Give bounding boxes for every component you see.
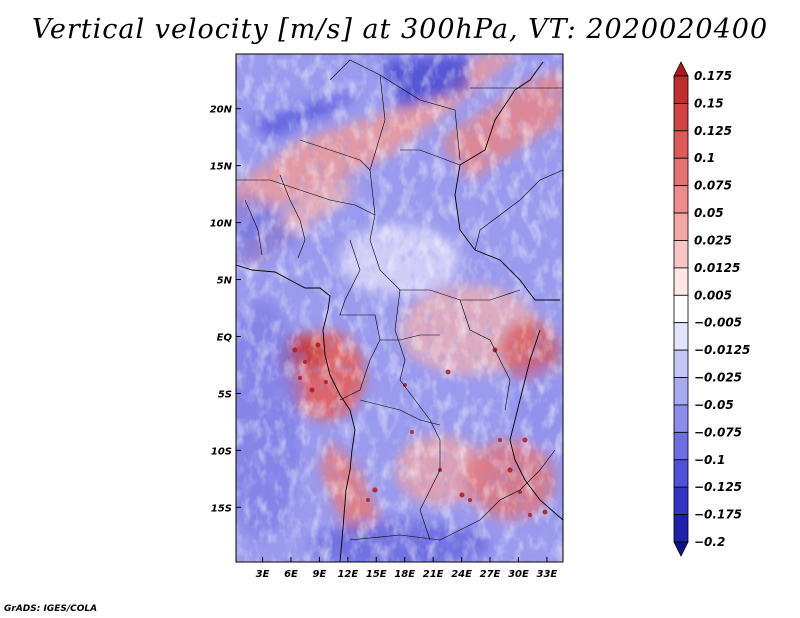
country-borders: [236, 59, 563, 541]
colorbar-label: 0.075: [694, 179, 732, 193]
colorbar-swatch: [673, 459, 689, 488]
x-tick-label: 30E: [508, 569, 529, 580]
colorbar-label: −0.075: [694, 425, 742, 439]
colorbar-label: 0.15: [694, 96, 724, 110]
x-tick-label: 24E: [451, 569, 472, 580]
colorbar-label: −0.175: [694, 508, 742, 522]
y-axis: 20N 15N 10N 5N EQ 5S 10S 15S: [210, 105, 241, 514]
colorbar-label: −0.025: [694, 371, 742, 385]
colorbar-swatch: [673, 185, 689, 214]
colorbar-swatch: [673, 212, 689, 241]
x-tick-label: 12E: [337, 569, 358, 580]
colorbar-swatch: [673, 541, 689, 557]
x-tick-label: 15E: [366, 569, 387, 580]
colorbar-label: −0.0125: [694, 343, 750, 357]
colorbar-swatch: [673, 431, 689, 461]
colorbar-swatch: [673, 267, 689, 296]
colorbar-label: 0.0125: [694, 261, 740, 275]
colorbar-swatch: [673, 377, 689, 406]
y-tick-label: EQ: [217, 332, 233, 343]
y-tick-label: 10S: [211, 446, 232, 457]
y-tick-label: 15N: [210, 162, 233, 173]
colorbar-label: 0.125: [694, 124, 732, 138]
y-tick-label: 10N: [210, 219, 233, 230]
colorbar-swatch: [673, 75, 689, 104]
colorbar-label: −0.2: [694, 535, 725, 549]
coastlines: [236, 61, 563, 562]
colorbar-swatch: [673, 157, 689, 187]
colorbar-swatch: [673, 240, 689, 269]
x-tick-label: 6E: [284, 569, 298, 580]
colorbar-swatch: [673, 404, 689, 433]
colorbar-swatch: [673, 294, 689, 324]
colorbar-swatch: [673, 514, 689, 543]
y-tick-label: 20N: [210, 105, 233, 116]
colorbar-label: 0.05: [694, 206, 724, 220]
x-axis: 3E 6E 9E 12E 15E 18E 21E 24E 27E 30E 33E: [256, 557, 558, 580]
x-tick-label: 3E: [256, 569, 270, 580]
y-tick-label: 15S: [211, 503, 232, 514]
colorbar-swatch: [673, 61, 689, 77]
colorbar-label: −0.125: [694, 480, 742, 494]
colorbar-label: −0.1: [694, 453, 725, 467]
colorbar-swatch: [673, 322, 689, 351]
velocity-field: [236, 54, 563, 562]
x-tick-label: 21E: [423, 569, 444, 580]
x-tick-label: 27E: [480, 569, 501, 580]
colorbar-label: 0.1: [694, 151, 715, 165]
plot-frame: [235, 53, 564, 563]
y-tick-label: 5N: [217, 276, 233, 287]
colorbar-label: −0.005: [694, 316, 742, 330]
colorbar-swatch: [673, 349, 689, 378]
colorbar-swatch: [673, 130, 689, 159]
chart-title: Vertical velocity [m/s] at 300hPa, VT: 2…: [31, 14, 769, 45]
colorbar: 0.175 0.15 0.125 0.1 0.075 0.05 0.025 0.0125 0.0…: [673, 61, 750, 557]
x-tick-label: 18E: [394, 569, 415, 580]
colorbar-swatch: [673, 486, 689, 515]
x-tick-label: 33E: [537, 569, 558, 580]
colorbar-label: 0.005: [694, 288, 732, 302]
colorbar-label: 0.025: [694, 233, 732, 247]
colorbar-label: 0.175: [694, 69, 732, 83]
colorbar-swatch: [673, 103, 689, 132]
colorbar-label: −0.05: [694, 398, 734, 412]
x-tick-label: 9E: [313, 569, 327, 580]
y-tick-label: 5S: [218, 389, 232, 400]
grads-credit: GrADS: IGES/COLA: [4, 604, 98, 614]
